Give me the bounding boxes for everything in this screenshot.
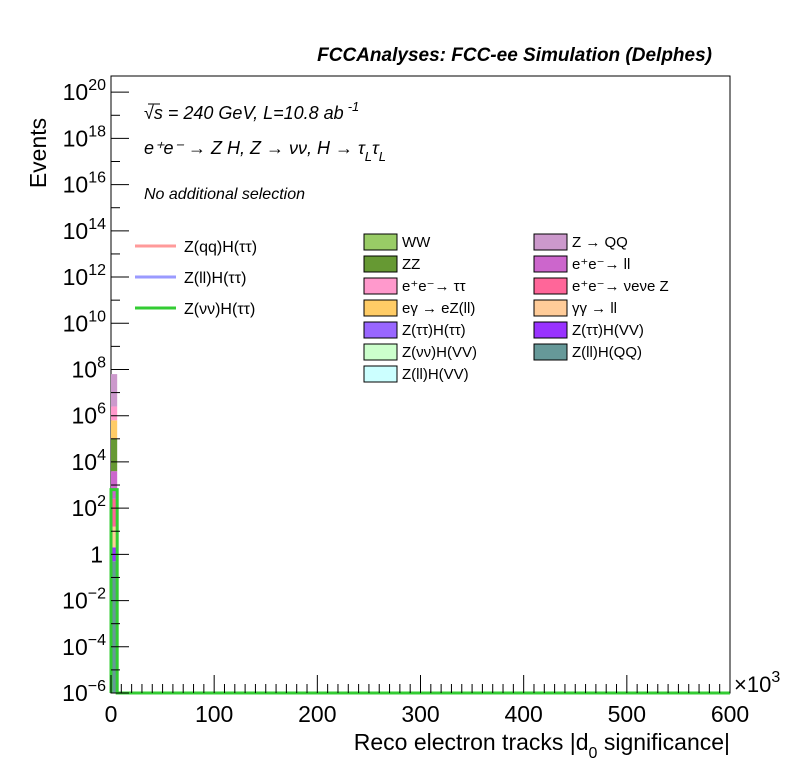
plot-frame <box>110 75 731 694</box>
legend-label: γγ → ll <box>572 300 617 317</box>
y-tick-label: 1020 <box>63 77 106 105</box>
legend-swatch <box>533 299 568 317</box>
legend-label: e⁺e⁻→ ll <box>572 256 630 273</box>
x-axis-label: Reco electron tracks |d0 significance| <box>354 729 730 762</box>
y-tick-label: 1018 <box>63 123 106 151</box>
legend-label: Z(νν)H(VV) <box>402 344 477 361</box>
legend-label: ZZ <box>402 256 420 273</box>
x-tick-label: 400 <box>504 701 542 727</box>
legend-label: Z → QQ <box>572 234 628 251</box>
legend-swatch <box>533 343 568 361</box>
y-tick-label: 1010 <box>63 308 106 336</box>
legend-label: Z(ll)H(ττ) <box>184 270 246 287</box>
legend-swatch <box>363 277 398 295</box>
y-tick-label: 1 <box>90 541 103 567</box>
legend-swatch <box>533 321 568 339</box>
x-tick-label: 0 <box>105 701 118 727</box>
y-tick-label: 102 <box>72 493 107 521</box>
y-tick-label: 104 <box>72 447 107 475</box>
legend-swatch <box>363 233 398 251</box>
stack-segment-3 <box>111 498 118 527</box>
x-tick-label: 600 <box>711 701 749 727</box>
stack-segment-6 <box>111 420 118 439</box>
legend-swatch <box>363 255 398 273</box>
x-tick-label: 100 <box>195 701 233 727</box>
legend-label: WW <box>402 234 431 251</box>
legend-swatch <box>363 343 398 361</box>
y-tick-label: 1014 <box>63 216 106 244</box>
legend-swatch <box>363 321 398 339</box>
y-tick-label: 10−2 <box>62 586 106 614</box>
legend-label: Z(νν)H(ττ) <box>184 301 255 318</box>
legend-signal: Z(qq)H(ττ) Z(ll)H(ττ) Z(νν)H(ττ) <box>135 239 257 318</box>
y-tick-label: 1016 <box>63 170 106 198</box>
legend-label: e⁺e⁻→ ττ <box>402 278 466 295</box>
y-tick-label: 108 <box>72 354 107 382</box>
y-axis-label: Events <box>25 118 51 188</box>
energy-annotation: √s = 240 GeV, L=10.8 ab -1 <box>144 99 359 123</box>
legend-swatch <box>533 255 568 273</box>
legend-label: eγ → eZ(ll) <box>402 300 475 317</box>
stack-segment-0 <box>111 561 118 693</box>
legend-label: e⁺e⁻→ νeνe Z <box>572 278 669 295</box>
y-tick-label: 1012 <box>63 262 106 290</box>
legend-swatch <box>533 277 568 295</box>
x-axis: 0 100 200 300 400 500 600 <box>105 675 749 727</box>
signal-histogram <box>109 488 730 695</box>
chart-title: FCCAnalyses: FCC-ee Simulation (Delphes) <box>317 45 712 66</box>
stack-segment-8 <box>111 374 118 407</box>
y-tick-label: 106 <box>72 401 107 429</box>
legend-label: Z(qq)H(ττ) <box>184 239 257 256</box>
legend-label: Z(ll)H(VV) <box>402 366 469 383</box>
y-tick-label: 10−4 <box>62 632 106 660</box>
legend-swatch <box>363 299 398 317</box>
legend-swatch <box>363 365 398 383</box>
x-tick-label: 500 <box>608 701 646 727</box>
y-tick-label: 10−6 <box>62 678 106 706</box>
legend-label: Z(ττ)H(ττ) <box>402 322 466 339</box>
y-axis: 10−6 10−4 10−2 1 102 104 106 108 1010 1012 1014 101… <box>62 77 129 706</box>
stack-segment-7 <box>111 406 118 421</box>
stack-segment-2 <box>111 526 118 548</box>
legend-label: Z(ll)H(QQ) <box>572 344 642 361</box>
legend-swatch <box>533 233 568 251</box>
process-annotation: e⁺e⁻ → Z H, Z → νν, H → τLτL <box>144 138 386 164</box>
stack-segment-5 <box>111 438 118 472</box>
x-tick-label: 300 <box>401 701 439 727</box>
x-tick-label: 200 <box>298 701 336 727</box>
selection-annotation: No additional selection <box>144 186 305 203</box>
signal-line <box>109 488 730 695</box>
legend-label: Z(ττ)H(VV) <box>572 322 644 339</box>
x-exponent-label: ×103 <box>734 669 780 697</box>
legend-background: WW ZZ e⁺e⁻→ ττ eγ → eZ(ll) Z(ττ)H(ττ) Z(νν)H(… <box>363 233 669 383</box>
